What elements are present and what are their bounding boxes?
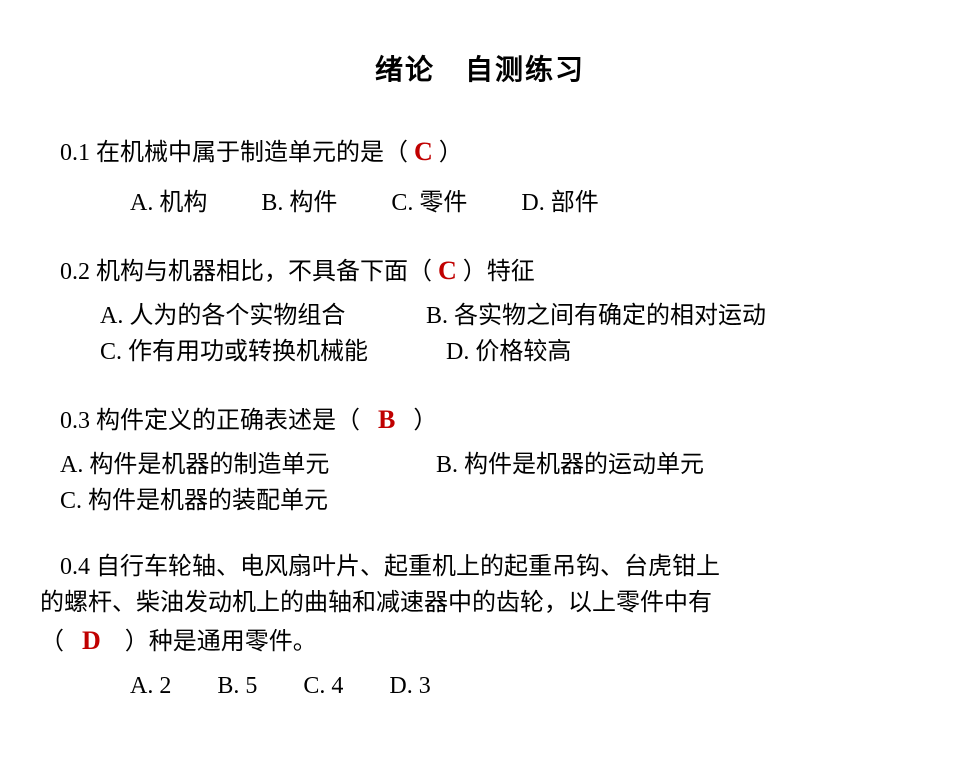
q2-optB: B. 各实物之间有确定的相对运动 [426, 303, 766, 329]
q3-after: ） [413, 408, 437, 434]
q3-row2: C. 构件是机器的装配单元 [60, 483, 920, 519]
q4-answer: D [82, 626, 101, 655]
q2-row2: C. 作有用功或转换机械能 D. 价格较高 [100, 334, 920, 370]
q4-line2: 的螺杆、柴油发动机上的曲轴和减速器中的齿轮，以上零件中有 [40, 585, 920, 621]
q2-before: 机构与机器相比，不具备下面（ [96, 259, 432, 285]
q1-optC: C. 零件 [391, 190, 467, 216]
q4-line3: （ D ）种是通用零件。 [40, 621, 920, 660]
q4-optC: C. 4 [303, 673, 343, 699]
q2-options: A. 人为的各个实物组合 B. 各实物之间有确定的相对运动 C. 作有用功或转换… [40, 298, 920, 370]
q1-optD: D. 部件 [521, 190, 598, 216]
q2-optD: D. 价格较高 [446, 339, 571, 365]
q1-after: ） [439, 140, 463, 166]
q4-paren-open: （ [40, 629, 64, 655]
q3-answer: B [378, 405, 395, 434]
q4-optD: D. 3 [389, 673, 430, 699]
q3-before: 构件定义的正确表述是（ [96, 408, 360, 434]
q1-optA: A. 机构 [130, 190, 207, 216]
page-title: 绪论 自测练习 [40, 50, 920, 92]
q3-row1: A. 构件是机器的制造单元 B. 构件是机器的运动单元 [60, 447, 920, 483]
q4-paren-close: ）种是通用零件。 [125, 629, 317, 655]
q4-line1: 自行车轮轴、电风扇叶片、起重机上的起重吊钩、台虎钳上 [96, 554, 720, 580]
q1-answer: C [414, 137, 433, 166]
q1-num: 0.1 [60, 140, 90, 166]
q2-row1: A. 人为的各个实物组合 B. 各实物之间有确定的相对运动 [100, 298, 920, 334]
question-4-stem: 0.4 自行车轮轴、电风扇叶片、起重机上的起重吊钩、台虎钳上 的螺杆、柴油发动机… [40, 549, 920, 660]
q4-options: A. 2 B. 5 C. 4 D. 3 [40, 668, 920, 704]
question-2-stem: 0.2 机构与机器相比，不具备下面（ C ）特征 [40, 251, 920, 290]
q4-optA: A. 2 [130, 673, 171, 699]
q2-answer: C [438, 256, 457, 285]
q3-options: A. 构件是机器的制造单元 B. 构件是机器的运动单元 C. 构件是机器的装配单… [40, 447, 920, 519]
question-4: 0.4 自行车轮轴、电风扇叶片、起重机上的起重吊钩、台虎钳上 的螺杆、柴油发动机… [40, 549, 920, 704]
q2-num: 0.2 [60, 259, 90, 285]
question-1: 0.1 在机械中属于制造单元的是（ C ） A. 机构 B. 构件 C. 零件 … [40, 132, 920, 221]
q4-optB: B. 5 [217, 673, 257, 699]
q2-after: ）特征 [463, 259, 535, 285]
question-1-stem: 0.1 在机械中属于制造单元的是（ C ） [40, 132, 920, 171]
q2-optA: A. 人为的各个实物组合 [100, 298, 420, 334]
q4-num: 0.4 [60, 554, 90, 580]
q2-optC: C. 作有用功或转换机械能 [100, 334, 440, 370]
q3-optA: A. 构件是机器的制造单元 [60, 447, 430, 483]
q3-optB: B. 构件是机器的运动单元 [436, 452, 704, 478]
q3-num: 0.3 [60, 408, 90, 434]
q1-before: 在机械中属于制造单元的是（ [96, 140, 408, 166]
q3-optC: C. 构件是机器的装配单元 [60, 488, 328, 514]
q4-line1-wrap: 0.4 自行车轮轴、电风扇叶片、起重机上的起重吊钩、台虎钳上 [40, 549, 920, 585]
q1-optB: B. 构件 [261, 190, 337, 216]
document-page: 绪论 自测练习 0.1 在机械中属于制造单元的是（ C ） A. 机构 B. 构… [0, 0, 960, 774]
question-3: 0.3 构件定义的正确表述是（ B ） A. 构件是机器的制造单元 B. 构件是… [40, 400, 920, 519]
question-3-stem: 0.3 构件定义的正确表述是（ B ） [40, 400, 920, 439]
question-2: 0.2 机构与机器相比，不具备下面（ C ）特征 A. 人为的各个实物组合 B.… [40, 251, 920, 370]
q1-options: A. 机构 B. 构件 C. 零件 D. 部件 [40, 185, 920, 221]
